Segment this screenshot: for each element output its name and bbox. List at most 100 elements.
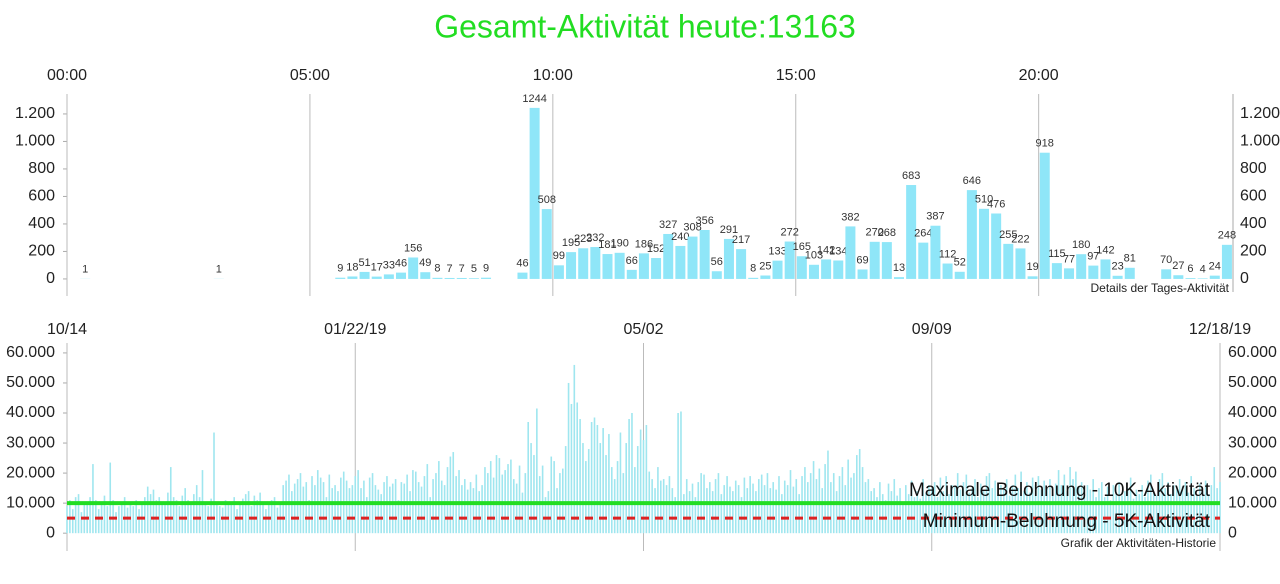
y-tick-label-right: 1.200 <box>1240 105 1280 122</box>
bar <box>663 233 674 279</box>
bar <box>478 491 480 534</box>
bar <box>893 479 896 534</box>
bar <box>175 500 178 534</box>
title: Gesamt-Aktivität heute:13163 <box>434 8 856 44</box>
bar <box>959 489 962 534</box>
bar <box>440 480 443 534</box>
bar <box>890 491 893 534</box>
bar <box>991 488 994 534</box>
value-label: 510 <box>975 194 993 206</box>
value-label: 165 <box>793 241 811 253</box>
chart-note: Grafik der Aktivitäten-Historie <box>1061 536 1217 550</box>
bar <box>1069 467 1071 534</box>
bar <box>380 494 382 534</box>
bar <box>400 482 403 534</box>
y-tick-label: 1.200 <box>15 105 55 122</box>
bar <box>626 269 637 279</box>
bar <box>645 425 648 534</box>
value-label: 46 <box>516 258 528 270</box>
bar <box>634 467 636 534</box>
bar <box>556 488 558 534</box>
bar <box>541 465 544 534</box>
bar <box>930 225 941 279</box>
bar <box>319 477 322 534</box>
value-label: 181 <box>598 239 616 251</box>
value-label: 49 <box>419 257 431 269</box>
bar <box>610 467 613 534</box>
bar <box>89 497 91 534</box>
bar <box>1201 491 1204 534</box>
value-label: 248 <box>1218 230 1236 242</box>
bar <box>438 461 440 534</box>
bar <box>340 477 342 534</box>
bar <box>1083 494 1086 534</box>
bar <box>221 507 224 534</box>
bar <box>553 461 555 534</box>
y-tick-label: 0 <box>46 524 55 541</box>
bar <box>195 485 198 534</box>
bar <box>149 494 152 534</box>
bar <box>144 497 146 534</box>
bar <box>694 497 697 534</box>
bar <box>1167 482 1169 534</box>
bar <box>1072 479 1074 534</box>
bar <box>732 491 734 534</box>
value-label: 156 <box>404 242 422 254</box>
bar <box>118 506 120 534</box>
bar <box>933 482 936 534</box>
bar <box>1173 275 1184 279</box>
bar <box>397 500 400 534</box>
bar <box>293 483 296 534</box>
bar <box>527 422 529 534</box>
bar <box>734 480 737 534</box>
bar <box>979 483 982 534</box>
x-tick-label: 10:00 <box>533 67 573 84</box>
value-label: 476 <box>987 198 1005 210</box>
bar <box>420 486 423 534</box>
bar <box>1008 495 1011 534</box>
bar <box>869 241 880 279</box>
bar <box>902 501 904 534</box>
value-label: 180 <box>1072 239 1090 251</box>
bar <box>1015 248 1026 279</box>
bar <box>270 500 273 534</box>
bar <box>737 485 740 534</box>
value-label: 1 <box>82 264 88 276</box>
x-tick-label: 05/02 <box>623 321 663 338</box>
bar <box>1043 480 1045 534</box>
bar <box>723 238 734 279</box>
bar <box>616 461 619 534</box>
value-label: 9 <box>337 263 343 275</box>
bar <box>396 272 407 279</box>
bar <box>899 488 901 534</box>
value-label: 25 <box>759 260 771 272</box>
bar <box>456 277 467 279</box>
bar <box>1112 275 1123 279</box>
bar <box>1196 495 1198 534</box>
bar <box>510 459 512 534</box>
bar <box>628 419 630 534</box>
bar <box>259 492 261 534</box>
value-label: 508 <box>538 194 556 206</box>
bar <box>233 497 235 534</box>
bar <box>939 477 942 534</box>
bar <box>893 277 904 279</box>
bar <box>409 491 411 534</box>
value-label: 81 <box>1124 253 1136 265</box>
bar <box>512 479 515 534</box>
bar <box>954 486 956 534</box>
x-tick-label: 20:00 <box>1019 67 1059 84</box>
bar <box>590 422 593 534</box>
bar <box>792 486 795 534</box>
bar <box>1219 482 1221 534</box>
bar <box>80 512 83 534</box>
bar <box>529 107 540 279</box>
bar <box>881 242 892 279</box>
value-label: 18 <box>346 261 358 273</box>
bar <box>368 477 371 534</box>
bar <box>876 497 878 534</box>
bar <box>1210 485 1213 534</box>
bar <box>873 488 875 534</box>
bar <box>224 500 227 534</box>
value-label: 23 <box>1111 261 1123 273</box>
